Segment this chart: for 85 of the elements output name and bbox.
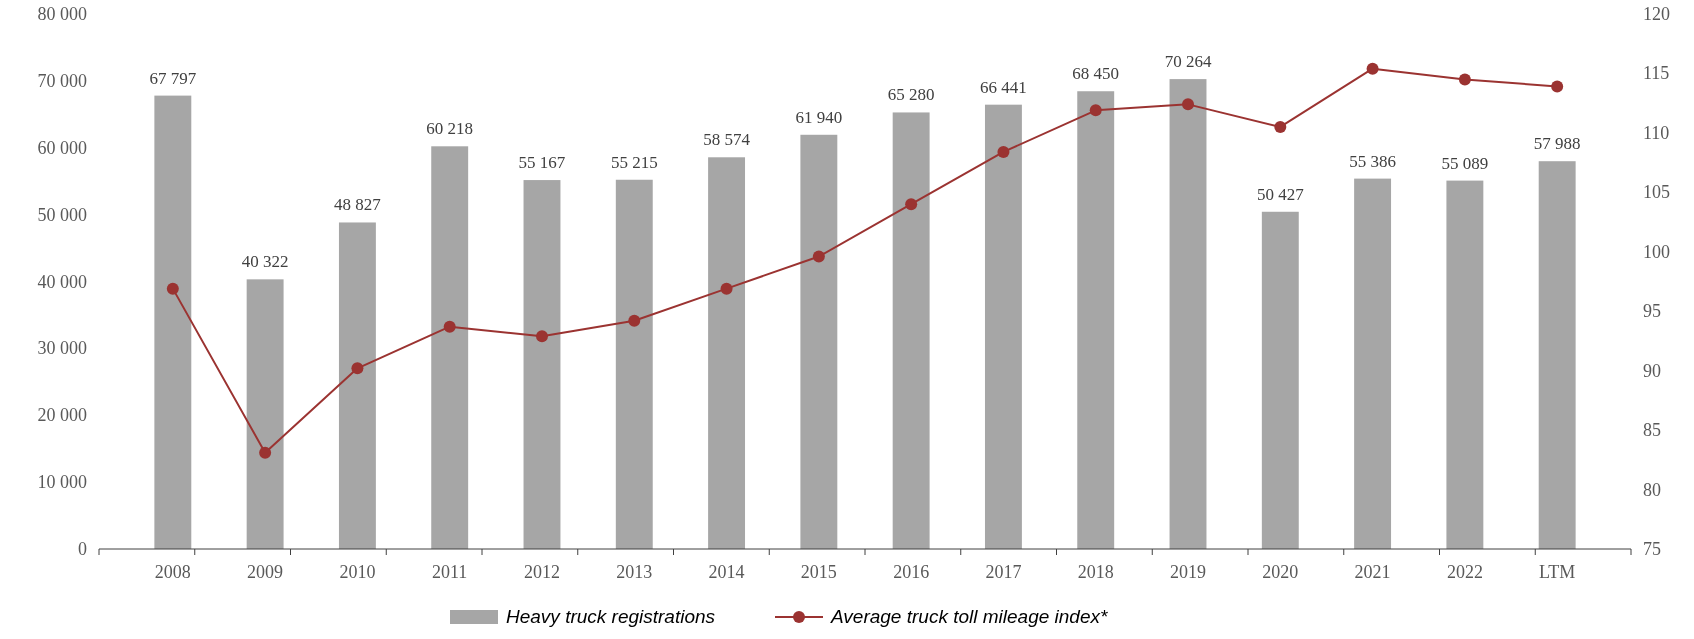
y2-tick-label: 95 bbox=[1643, 301, 1661, 322]
data-label: 50 427 bbox=[1256, 184, 1305, 204]
point bbox=[1458, 73, 1471, 86]
x-tick-label: 2015 bbox=[800, 562, 837, 582]
data-label: 70 264 bbox=[1164, 52, 1212, 72]
y2-tick-label: 85 bbox=[1643, 420, 1661, 441]
x-tick-label: 2020 bbox=[1262, 562, 1299, 582]
point bbox=[1182, 98, 1195, 111]
y-tick-label: 10 000 bbox=[37, 472, 87, 493]
bar bbox=[708, 157, 746, 549]
y-tick-label: 40 000 bbox=[37, 271, 87, 292]
point bbox=[720, 282, 733, 295]
point bbox=[443, 320, 456, 333]
y-tick-label: 80 000 bbox=[37, 4, 87, 24]
x-tick-label: 2008 bbox=[154, 562, 191, 582]
data-label: 66 441 bbox=[980, 77, 1027, 97]
point bbox=[628, 314, 641, 327]
point bbox=[1366, 62, 1379, 75]
y-tick-label: 20 000 bbox=[37, 405, 87, 426]
data-label: 55 167 bbox=[518, 153, 566, 173]
point bbox=[351, 362, 364, 375]
legend-label: Average truck toll mileage index* bbox=[830, 606, 1108, 627]
data-label: 55 215 bbox=[610, 152, 658, 172]
x-tick-label: 2013 bbox=[616, 562, 653, 582]
x-tick-label: 2022 bbox=[1446, 562, 1483, 582]
y-tick-label: 50 000 bbox=[37, 204, 87, 225]
x-tick-label: 2011 bbox=[432, 562, 468, 582]
data-label: 61 940 bbox=[795, 107, 843, 127]
data-label: 67 797 bbox=[149, 68, 197, 88]
x-tick-label: 2016 bbox=[893, 562, 930, 582]
bar bbox=[246, 279, 284, 549]
point bbox=[259, 446, 272, 459]
y2-tick-label: 80 bbox=[1643, 479, 1661, 500]
x-tick-label: 2021 bbox=[1354, 562, 1391, 582]
bar bbox=[984, 104, 1022, 549]
bar bbox=[615, 179, 653, 549]
y2-tick-label: 120 bbox=[1643, 4, 1670, 24]
bar bbox=[800, 134, 838, 549]
y2-tick-label: 100 bbox=[1643, 241, 1670, 262]
x-tick-label: LTM bbox=[1539, 562, 1576, 582]
y-tick-label: 0 bbox=[78, 539, 87, 559]
data-label: 48 827 bbox=[334, 195, 382, 215]
y-tick-label: 60 000 bbox=[37, 137, 87, 158]
point bbox=[1274, 120, 1287, 133]
point bbox=[535, 330, 548, 343]
y2-tick-label: 75 bbox=[1643, 539, 1661, 559]
bar bbox=[338, 222, 376, 549]
y2-tick-label: 105 bbox=[1643, 182, 1670, 203]
y2-tick-label: 90 bbox=[1643, 360, 1661, 381]
point bbox=[1551, 80, 1564, 93]
data-label: 60 218 bbox=[426, 119, 474, 139]
x-tick-label: 2009 bbox=[247, 562, 284, 582]
x-tick-label: 2014 bbox=[708, 562, 745, 582]
bar bbox=[1446, 180, 1484, 549]
data-label: 58 574 bbox=[703, 130, 751, 150]
y-tick-label: 70 000 bbox=[37, 70, 87, 91]
data-label: 68 450 bbox=[1072, 64, 1120, 84]
data-label: 55 386 bbox=[1349, 151, 1396, 171]
bar bbox=[1354, 178, 1392, 549]
bar bbox=[1077, 91, 1115, 549]
bar bbox=[1169, 79, 1207, 549]
point bbox=[997, 145, 1010, 158]
bar bbox=[431, 146, 469, 549]
bar bbox=[1261, 211, 1299, 549]
legend-label: Heavy truck registrations bbox=[506, 606, 716, 627]
point bbox=[166, 282, 179, 295]
y2-tick-label: 115 bbox=[1643, 63, 1670, 84]
bar bbox=[1538, 161, 1576, 549]
x-tick-label: 2017 bbox=[985, 562, 1022, 582]
y-tick-label: 30 000 bbox=[37, 338, 87, 359]
data-label: 40 322 bbox=[241, 252, 289, 272]
x-tick-label: 2012 bbox=[523, 562, 560, 582]
bar bbox=[892, 112, 930, 549]
x-tick-label: 2010 bbox=[339, 562, 376, 582]
data-label: 65 280 bbox=[887, 85, 935, 105]
data-label: 55 089 bbox=[1441, 153, 1489, 173]
data-label: 57 988 bbox=[1533, 134, 1581, 154]
x-tick-label: 2019 bbox=[1170, 562, 1207, 582]
point bbox=[812, 250, 825, 263]
bar bbox=[154, 95, 192, 549]
y2-tick-label: 110 bbox=[1643, 122, 1670, 143]
x-tick-label: 2018 bbox=[1077, 562, 1114, 582]
point bbox=[1089, 104, 1102, 117]
bar bbox=[523, 180, 561, 549]
point bbox=[905, 198, 918, 211]
